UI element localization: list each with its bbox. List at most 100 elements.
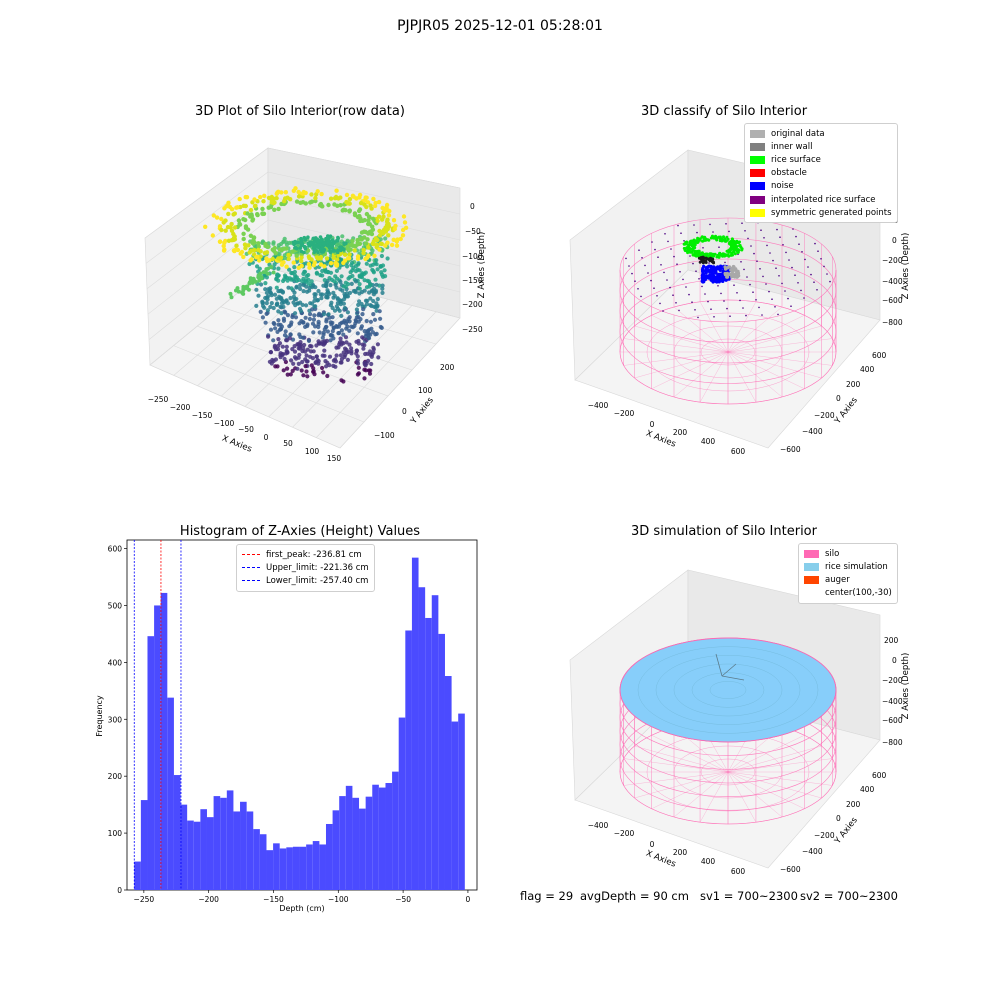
data-point — [309, 279, 314, 284]
floor-grid-line — [149, 364, 341, 449]
interpolated-surface-point — [790, 305, 792, 308]
legend-label: obstacle — [771, 168, 807, 179]
silo-floor-spoke — [727, 351, 757, 403]
simulation-legend: silo rice simulation auger center(100,-3… — [798, 543, 898, 604]
data-point — [325, 360, 330, 365]
data-point — [306, 272, 311, 278]
interpolated-surface-point — [741, 222, 743, 224]
data-point — [353, 318, 358, 323]
data-point — [276, 309, 281, 314]
histogram-bar — [345, 785, 353, 890]
silo-floor-spoke — [727, 771, 805, 809]
classified-points — [625, 221, 831, 319]
data-point — [368, 203, 373, 208]
data-point — [264, 311, 269, 316]
interpolated-surface-point — [774, 306, 776, 308]
rice-surface-point — [738, 244, 742, 247]
rice-surface-point — [725, 249, 729, 253]
silo-floor-spoke — [634, 745, 729, 773]
data-point — [305, 289, 310, 294]
z-tick: −600 — [882, 296, 903, 305]
x-tick: −400 — [588, 401, 609, 410]
data-point — [284, 351, 289, 356]
data-point — [346, 349, 351, 354]
z-tick: −150 — [462, 276, 483, 285]
data-point — [282, 199, 287, 204]
x-axis-label: Depth (cm) — [279, 904, 324, 913]
legend-swatch — [750, 155, 765, 164]
data-point — [347, 209, 352, 214]
data-point — [394, 243, 400, 248]
data-point — [251, 238, 256, 244]
data-point — [342, 354, 347, 360]
data-point — [268, 350, 273, 355]
data-point — [322, 353, 327, 358]
data-point — [319, 237, 324, 242]
z-tick: 0 — [470, 202, 475, 211]
data-point — [217, 239, 223, 244]
legend-line — [242, 580, 260, 582]
data-point — [333, 359, 338, 364]
data-point — [278, 355, 283, 360]
interpolated-surface-point — [813, 281, 815, 284]
rice-simulation-ring — [637, 646, 819, 734]
data-point — [345, 357, 350, 362]
data-point — [383, 243, 388, 248]
data-point — [283, 329, 288, 334]
data-point — [292, 269, 297, 275]
data-point — [275, 329, 280, 334]
silo-floor-spoke — [727, 771, 783, 818]
noise-point — [700, 277, 705, 281]
data-point — [347, 252, 352, 257]
original-data-point — [730, 269, 734, 274]
interpolated-surface-point — [740, 261, 742, 263]
interpolated-surface-point — [777, 313, 779, 316]
data-point — [303, 315, 308, 320]
interpolated-surface-point — [763, 237, 765, 239]
interpolated-surface-point — [814, 242, 816, 245]
interpolated-surface-point — [769, 252, 771, 254]
rice-surface-point — [718, 252, 722, 256]
data-point — [319, 296, 324, 301]
data-point — [373, 236, 378, 241]
data-point — [282, 255, 287, 261]
histogram-bar — [392, 771, 399, 890]
data-point — [309, 363, 314, 368]
histogram-bar — [220, 797, 227, 890]
data-point — [355, 358, 360, 363]
data-point — [313, 304, 318, 309]
legend-swatch — [750, 208, 765, 217]
silo-floor-spoke — [727, 315, 805, 353]
legend-entry: inner wall — [750, 140, 892, 153]
data-point — [316, 288, 321, 294]
legend-entry: Upper_limit: -221.36 cm — [242, 561, 369, 574]
data-point — [304, 353, 309, 358]
data-point — [270, 357, 275, 363]
interpolated-surface-point — [724, 261, 726, 264]
data-point — [312, 292, 317, 297]
data-point — [291, 300, 296, 305]
histogram-bar — [173, 775, 181, 890]
panel-4-title: 3D simulation of Silo Interior — [631, 524, 817, 539]
interpolated-surface-point — [634, 280, 636, 283]
silo-floor-spoke — [699, 771, 729, 823]
data-point — [257, 258, 262, 263]
data-point — [312, 313, 317, 318]
data-point — [276, 278, 281, 283]
legend-label: Upper_limit: -221.36 cm — [266, 562, 369, 573]
data-point — [248, 233, 254, 238]
interpolated-surface-point — [697, 316, 699, 319]
data-point — [335, 257, 340, 262]
data-point — [380, 290, 385, 295]
data-point — [314, 354, 319, 359]
data-point — [314, 270, 319, 275]
histogram-bar — [332, 810, 340, 890]
data-point — [266, 205, 271, 210]
auger-marker — [721, 675, 745, 681]
data-point — [288, 372, 293, 377]
noise-point — [701, 272, 705, 276]
legend-swatch — [750, 195, 765, 204]
data-point — [277, 257, 283, 262]
noise-point — [709, 277, 713, 281]
interpolated-surface-point — [717, 285, 719, 287]
